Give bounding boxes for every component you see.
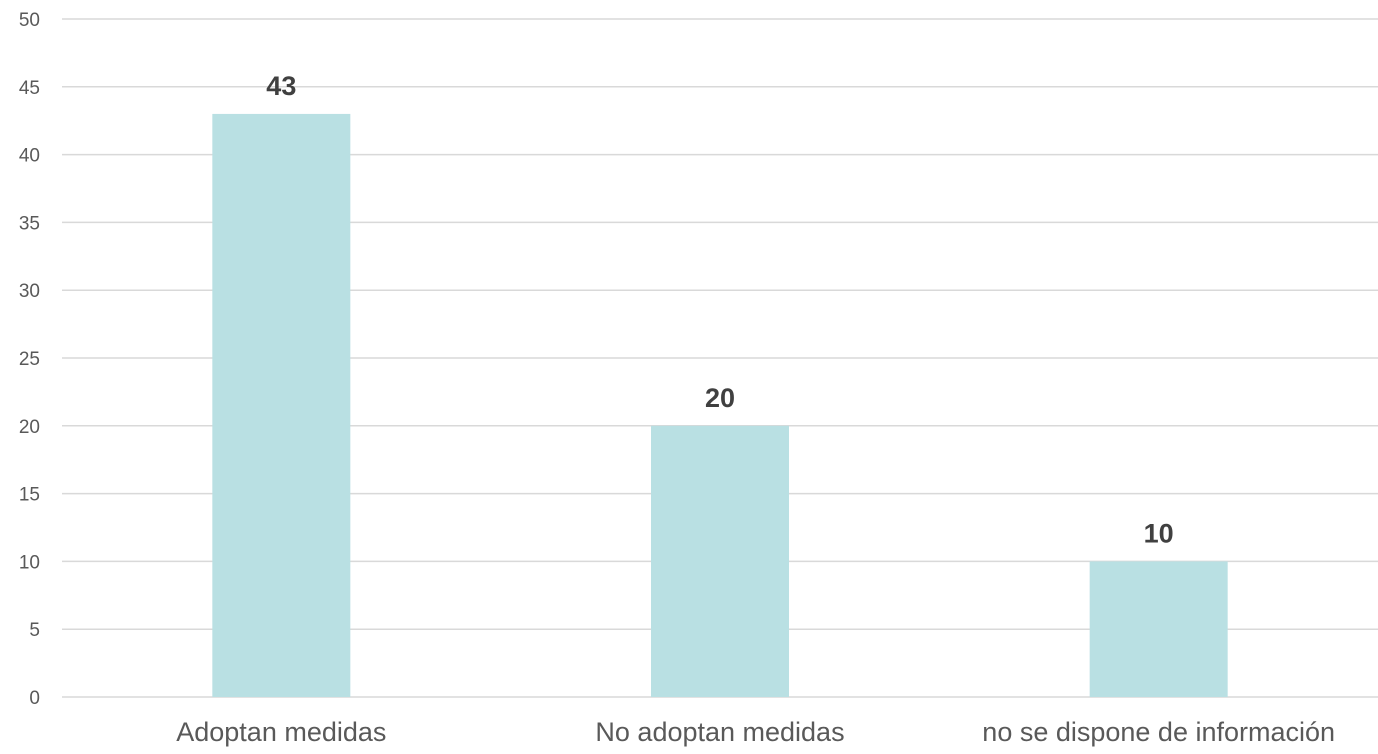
data-label: 20 — [705, 383, 735, 413]
y-tick-label: 35 — [19, 213, 40, 234]
y-tick-label: 30 — [19, 281, 40, 302]
bar — [1089, 561, 1228, 697]
y-tick-label: 40 — [19, 146, 40, 167]
x-category-label: Adoptan medidas — [176, 717, 386, 747]
y-tick-label: 25 — [19, 349, 40, 370]
y-tick-label: 0 — [29, 688, 40, 709]
bar — [212, 113, 351, 698]
y-tick-label: 10 — [19, 552, 40, 573]
data-label: 43 — [266, 71, 296, 101]
bars — [212, 113, 1228, 698]
x-axis-categories: Adoptan medidas No adoptan medidas no se d… — [176, 717, 1335, 747]
y-tick-label: 5 — [29, 620, 40, 641]
y-tick-label: 15 — [19, 485, 40, 506]
data-labels: 43 20 10 — [266, 71, 1173, 548]
bar — [651, 425, 789, 697]
y-tick-label: 50 — [19, 10, 40, 31]
y-tick-label: 45 — [19, 78, 40, 99]
y-tick-label: 20 — [19, 417, 40, 438]
data-label: 10 — [1144, 518, 1174, 548]
x-category-label: No adoptan medidas — [595, 717, 844, 747]
y-axis-ticks: 0 5 10 15 20 25 30 35 40 45 50 — [19, 10, 40, 709]
x-category-label: no se dispone de información — [982, 717, 1335, 747]
